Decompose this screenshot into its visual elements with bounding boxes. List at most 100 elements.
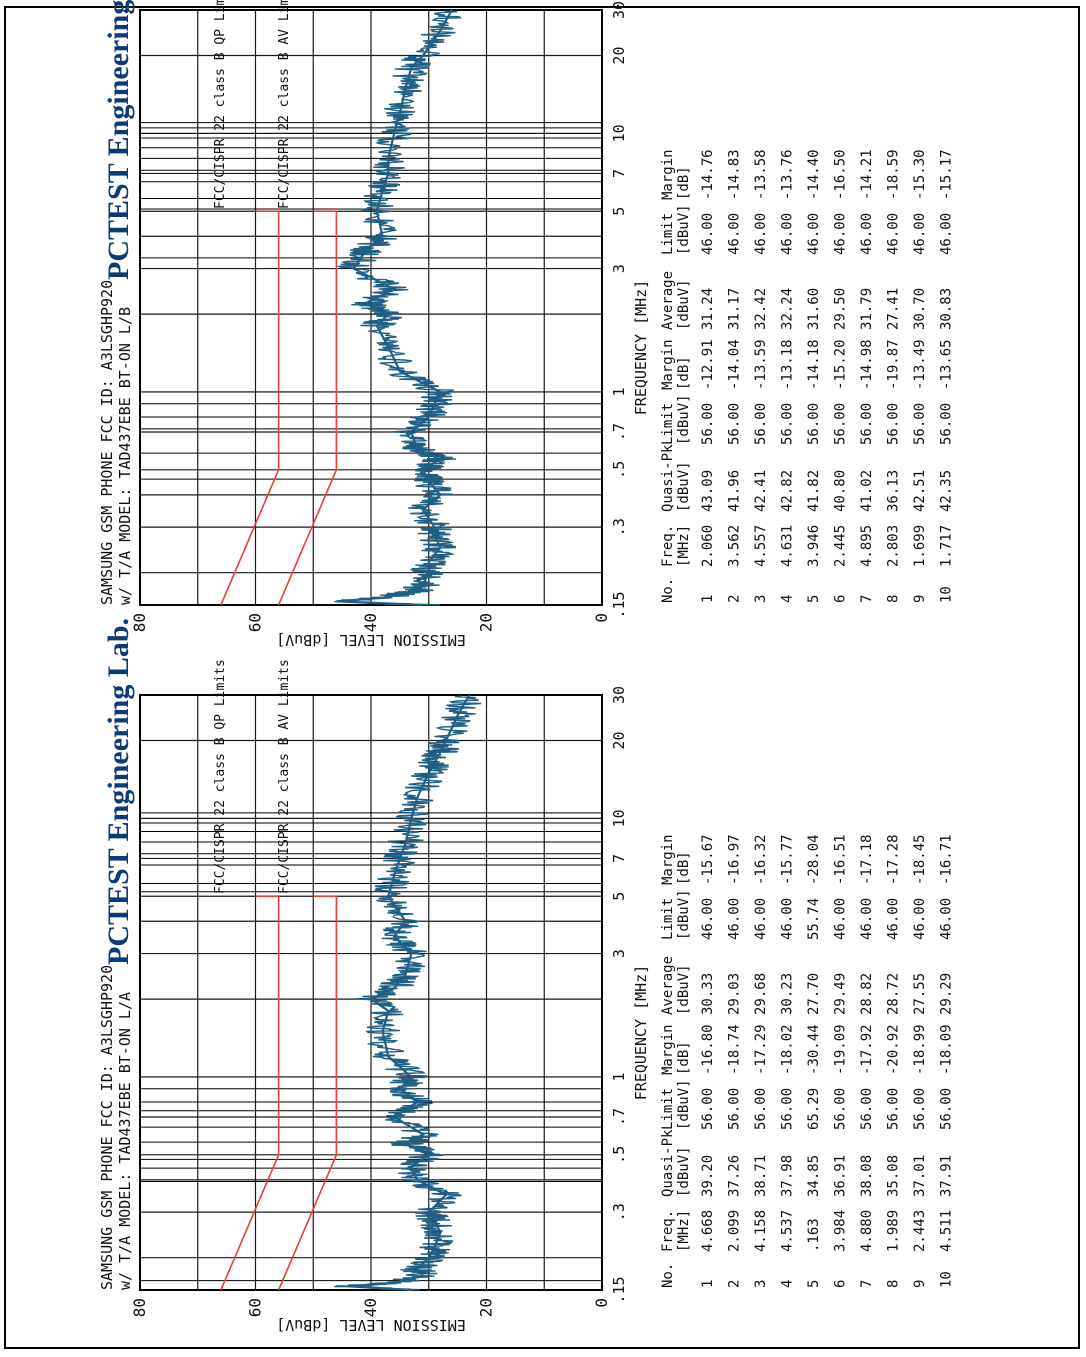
table-cell: 56.00 (859, 403, 875, 445)
table-cell: 4 (780, 595, 796, 603)
table-cell: -19.09 (833, 1024, 849, 1075)
table-cell: 34.85 (806, 1155, 822, 1197)
y-tick-label: 40 (361, 1298, 380, 1317)
table-header: Average (660, 271, 676, 330)
table-cell: 56.00 (939, 403, 955, 445)
table-cell: 56.00 (727, 403, 743, 445)
table-header: Limit (660, 213, 676, 255)
table-header: Margin (660, 834, 676, 885)
table-cell: 46.00 (939, 213, 955, 255)
table-cell: 43.09 (700, 470, 716, 512)
table-cell: 32.42 (753, 288, 769, 330)
table-cell: 46.00 (700, 898, 716, 940)
table-cell: -15.67 (700, 834, 716, 885)
table-header: Margin (660, 149, 676, 200)
table-cell: 37.01 (912, 1155, 928, 1197)
table-header-unit: [dBuV] (676, 964, 692, 1015)
table-cell: 46.00 (780, 213, 796, 255)
lab-logo: PCTEST Engineering Lab. (102, 618, 135, 965)
limit-label-av: FCC/CISPR 22 class B AV Limits (277, 0, 292, 209)
table-cell: 10 (939, 1271, 955, 1288)
table-cell: 2 (727, 1280, 743, 1288)
table-cell: 31.17 (727, 288, 743, 330)
table-cell: 32.24 (780, 288, 796, 330)
table-cell: 30.23 (780, 973, 796, 1015)
table-cell: 56.00 (833, 403, 849, 445)
table-cell: 46.00 (859, 898, 875, 940)
x-tick-label: .3 (610, 1203, 628, 1221)
table-cell: 41.96 (727, 470, 743, 512)
y-tick-label: 0 (592, 1298, 611, 1308)
x-tick-label: .15 (610, 1276, 628, 1303)
table-header: No. (660, 1263, 676, 1288)
table-cell: 46.00 (939, 898, 955, 940)
table-cell: -13.58 (753, 149, 769, 200)
table-cell: 27.70 (806, 973, 822, 1015)
table-header: Margin (660, 1024, 676, 1075)
emission-noise (334, 695, 482, 1291)
table-cell: -15.20 (833, 339, 849, 390)
table-cell: -18.99 (912, 1024, 928, 1075)
table-cell: 2.803 (886, 525, 902, 567)
table-cell: 56.00 (806, 403, 822, 445)
table-cell: 4.557 (753, 525, 769, 567)
table-header-unit: [dBuV] (676, 1079, 692, 1130)
table-cell: -13.59 (753, 339, 769, 390)
table-cell: 46.00 (912, 898, 928, 940)
grid (139, 694, 603, 1291)
table-header: No. (660, 578, 676, 603)
table-cell: 46.00 (886, 898, 902, 940)
page-frame (4, 6, 1080, 1349)
table-cell: 46.00 (833, 898, 849, 940)
table-cell: 37.26 (727, 1155, 743, 1197)
table-cell: 3.562 (727, 525, 743, 567)
table-cell: 4.537 (780, 1210, 796, 1252)
table-cell: 4.895 (859, 525, 875, 567)
table-cell: -16.97 (727, 834, 743, 885)
table-cell: 29.50 (833, 288, 849, 330)
table-cell: 29.03 (727, 973, 743, 1015)
table-cell: .163 (806, 1218, 822, 1252)
table-cell: 55.74 (806, 898, 822, 940)
table-cell: 29.68 (753, 973, 769, 1015)
table-cell: 36.91 (833, 1155, 849, 1197)
table-cell: -18.09 (939, 1024, 955, 1075)
x-ticks: .15 .3 .5 .7 1 3 5 7 10 20 30 (610, 1, 628, 619)
x-ticks: .15 .3 .5 .7 1 3 5 7 10 20 30 (610, 686, 628, 1304)
table-header: Margin (660, 339, 676, 390)
table-cell: 39.20 (700, 1155, 716, 1197)
table-cell: 46.00 (912, 213, 928, 255)
table-cell: 56.00 (700, 403, 716, 445)
table-cell: -17.28 (886, 834, 902, 885)
y-ticks: 80 60 40 20 0 (130, 613, 611, 632)
table-cell: -13.65 (939, 339, 955, 390)
table-cell: 10 (939, 586, 955, 603)
y-tick-label: 20 (477, 1298, 496, 1317)
table-cell: 4.511 (939, 1210, 955, 1252)
x-tick-label: 20 (610, 47, 628, 65)
table-header-unit: [dBuV] (676, 204, 692, 255)
table-cell: 3 (753, 1280, 769, 1288)
emission-noise (334, 10, 462, 606)
table-cell: 31.60 (806, 288, 822, 330)
table-cell: 28.82 (859, 973, 875, 1015)
table-header-unit: [dBuV] (676, 279, 692, 330)
table-header-unit: [dB] (676, 1041, 692, 1075)
table-cell: 2.060 (700, 525, 716, 567)
table-cell: 46.00 (780, 898, 796, 940)
table-cell: 41.02 (859, 470, 875, 512)
marker-lines (140, 812, 602, 1282)
table-cell: 1 (700, 595, 716, 603)
lab-logo: PCTEST Engineering Lab. (102, 0, 135, 280)
table-cell: 30.70 (912, 288, 928, 330)
x-tick-label: 1 (610, 1072, 628, 1081)
table-cell: 2.445 (833, 525, 849, 567)
y-axis-title: EMISSION LEVEL [dBuV] (276, 1316, 466, 1334)
limit-line-qp (220, 895, 280, 1291)
table-cell: 7 (859, 595, 875, 603)
x-axis-title: FREQUENCY [MHz] (632, 280, 650, 415)
table-cell: 4.668 (700, 1210, 716, 1252)
table-cell: 2.443 (912, 1210, 928, 1252)
table-cell: 65.29 (806, 1088, 822, 1130)
table-cell: 5 (806, 1280, 822, 1288)
